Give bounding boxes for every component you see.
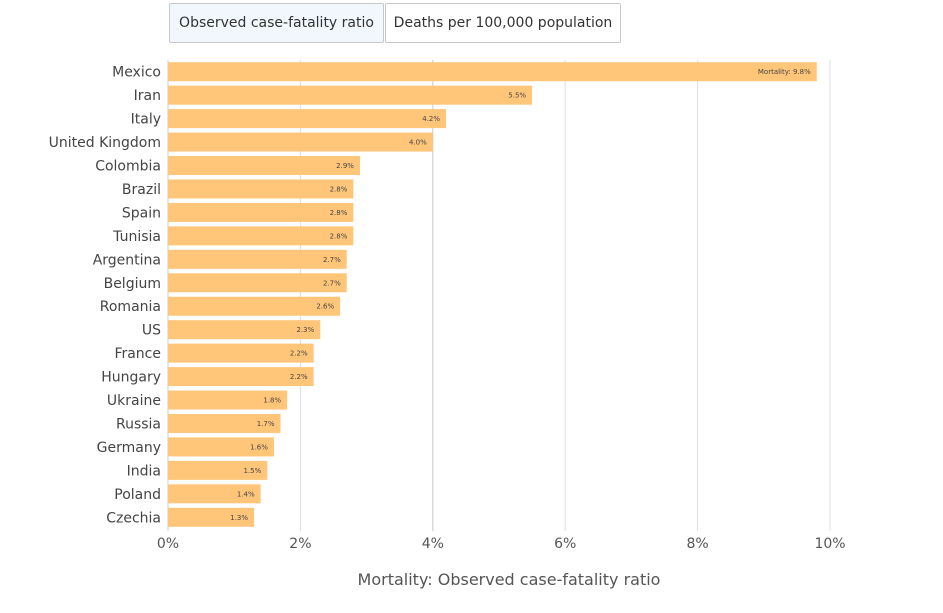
category-label: Mexico — [112, 65, 161, 81]
category-label: United Kingdom — [49, 135, 161, 151]
bar — [168, 202, 354, 222]
bar — [168, 390, 288, 410]
bar — [168, 226, 354, 246]
bar — [168, 507, 255, 527]
x-tick-label: 10% — [814, 536, 845, 552]
category-label: Hungary — [101, 370, 161, 386]
bar — [168, 296, 341, 316]
bar — [168, 132, 433, 152]
x-axis-title: Mortality: Observed case-fatality ratio — [358, 570, 661, 589]
data-label: 1.5% — [244, 467, 262, 475]
data-label: 1.4% — [237, 490, 255, 498]
category-label: Belgium — [104, 276, 161, 292]
x-tick-label: 2% — [289, 536, 311, 552]
category-label: Iran — [134, 88, 161, 104]
data-label: 2.2% — [290, 373, 308, 381]
data-label: 2.6% — [316, 303, 334, 311]
bar — [168, 413, 281, 433]
bar — [168, 62, 817, 82]
x-tick-label: 6% — [554, 536, 576, 552]
bar — [168, 109, 447, 129]
bar — [168, 343, 314, 363]
bar — [168, 179, 354, 199]
category-label: Ukraine — [107, 393, 161, 409]
category-label: Romania — [100, 299, 161, 315]
data-label: 2.7% — [323, 279, 341, 287]
category-label: Russia — [116, 416, 161, 432]
data-label: 2.8% — [330, 209, 348, 217]
data-label: 2.3% — [296, 326, 314, 334]
data-label: 5.5% — [508, 92, 526, 100]
data-label: 1.6% — [250, 443, 268, 451]
tab-deaths-per-100k[interactable]: Deaths per 100,000 population — [385, 3, 621, 43]
data-label: 1.8% — [263, 397, 281, 405]
data-label: 2.8% — [330, 185, 348, 193]
data-label: 2.7% — [323, 256, 341, 264]
data-label: 4.0% — [409, 139, 427, 147]
x-tick-label: 8% — [686, 536, 708, 552]
bar — [168, 460, 268, 480]
category-label: Colombia — [95, 159, 161, 175]
category-label: Tunisia — [112, 229, 161, 245]
category-label: France — [114, 346, 161, 362]
bar — [168, 273, 347, 293]
data-label: 1.3% — [230, 514, 248, 522]
tab-case-fatality-ratio[interactable]: Observed case-fatality ratio — [169, 3, 384, 43]
category-label: Poland — [114, 487, 161, 503]
x-tick-label: 0% — [157, 536, 179, 552]
category-label: US — [142, 323, 161, 339]
bar — [168, 85, 533, 105]
category-label: Brazil — [122, 182, 161, 198]
bar — [168, 367, 314, 387]
category-label: Argentina — [93, 252, 161, 268]
data-label: 2.9% — [336, 162, 354, 170]
category-label: Spain — [122, 205, 161, 221]
bar — [168, 249, 347, 269]
data-label: 4.2% — [422, 115, 440, 123]
category-label: Italy — [131, 112, 161, 128]
bar — [168, 437, 274, 457]
category-label: Germany — [97, 440, 161, 456]
data-label: 2.8% — [330, 232, 348, 240]
bar — [168, 484, 261, 504]
category-label: India — [127, 463, 161, 479]
bar — [168, 156, 360, 176]
data-label: Mortality: 9.8% — [758, 68, 811, 76]
bar — [168, 320, 321, 340]
data-label: 1.7% — [257, 420, 275, 428]
category-label: Czechia — [106, 510, 161, 526]
data-label: 2.2% — [290, 350, 308, 358]
x-tick-label: 4% — [422, 536, 444, 552]
